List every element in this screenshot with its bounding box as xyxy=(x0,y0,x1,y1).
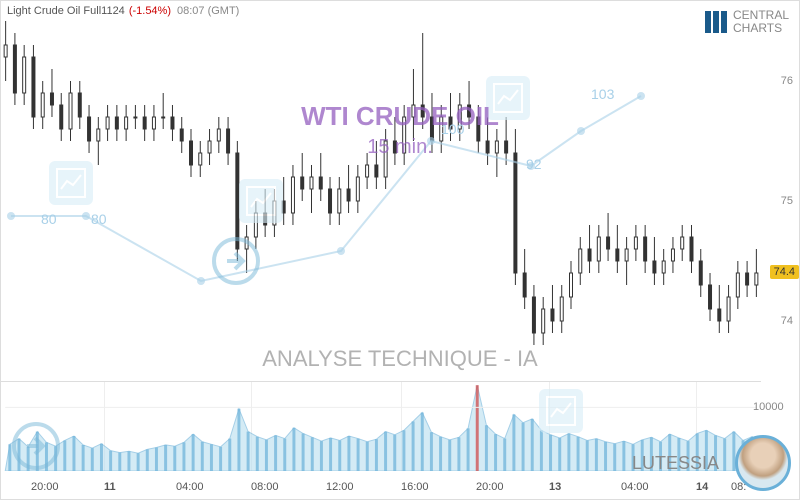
instrument-title: Light Crude Oil Full1124 xyxy=(7,5,125,17)
current-price-tag: 74.4 xyxy=(770,265,799,279)
candlestick-chart[interactable] xyxy=(1,21,761,381)
chart-container: Light Crude Oil Full1124 (-1.54%) 08:07 … xyxy=(0,0,800,500)
price-axis: 747576 xyxy=(759,21,799,381)
volume-tick: 10000 xyxy=(753,401,793,413)
logo-line2: CHARTS xyxy=(733,22,789,35)
logo-text: CENTRAL CHARTS xyxy=(733,9,789,35)
volume-chart[interactable] xyxy=(1,381,761,471)
price-change: (-1.54%) xyxy=(129,5,171,17)
volume-axis: 10000 xyxy=(753,381,793,413)
brand-logo: CENTRAL CHARTS xyxy=(705,9,789,35)
chart-header: Light Crude Oil Full1124 (-1.54%) 08:07 … xyxy=(1,1,799,21)
time-axis: 20:001104:0008:0012:0016:0020:001304:001… xyxy=(1,481,761,497)
bars-icon xyxy=(705,11,727,33)
timestamp: 08:07 (GMT) xyxy=(177,5,239,17)
avatar-icon[interactable] xyxy=(735,435,791,491)
